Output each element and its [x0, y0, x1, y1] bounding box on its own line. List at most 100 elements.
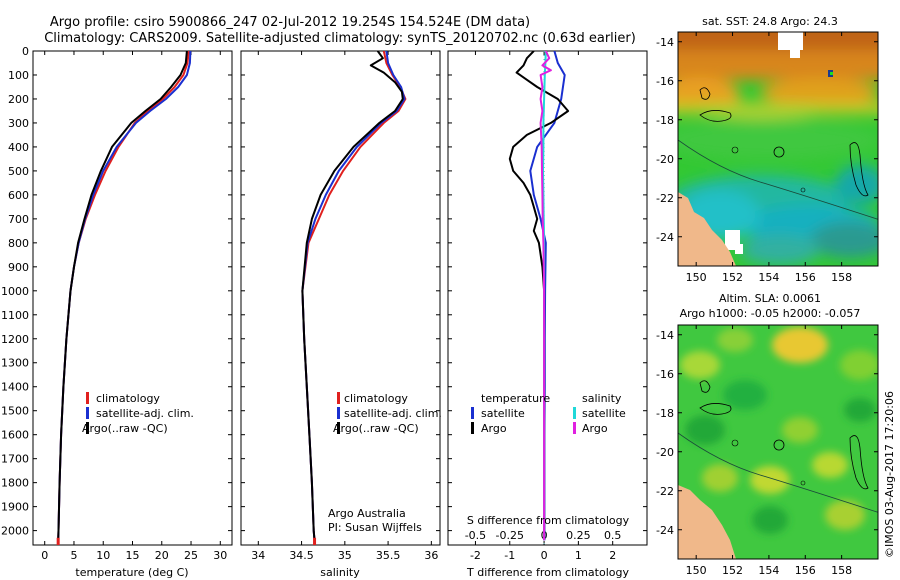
- map-y-tick-label: -16: [656, 368, 674, 381]
- legend-swatch-s-satellite: [573, 407, 576, 419]
- t-difference-xlabel: T difference from climatology: [466, 566, 629, 579]
- depth-tick-label: 0: [22, 45, 29, 58]
- depth-tick-label: 500: [8, 165, 29, 178]
- depth-tick-label: 800: [8, 237, 29, 250]
- depth-tick-label: 2000: [1, 525, 29, 538]
- x-tick-label: 0: [541, 549, 548, 562]
- legend-swatch-argo: [337, 422, 340, 434]
- legend-swatch-s-argo: [573, 422, 576, 434]
- x-tick-label: 25: [184, 549, 198, 562]
- map-x-tick-label: 158: [831, 564, 852, 577]
- sst-map-title: sat. SST: 24.8 Argo: 24.3: [702, 15, 838, 28]
- temperature-xlabel: temperature (deg C): [75, 566, 188, 579]
- legend-swatch-satellite: [86, 407, 89, 419]
- x-tick-label: 35.5: [376, 549, 401, 562]
- series-line-salinity-argo: [539, 51, 552, 541]
- legend-label-t-argo: Argo: [481, 422, 507, 435]
- temperature-legend: climatology satellite-adj. clim. Argo(..…: [82, 392, 194, 435]
- legend-label-s-argo: Argo: [582, 422, 608, 435]
- sla-map-frame: [677, 324, 879, 560]
- depth-tick-label: 200: [8, 93, 29, 106]
- series-line-argo-raw-qc-: [57, 51, 188, 541]
- sst-map-frame: [677, 31, 879, 267]
- salinity-profiles: [301, 51, 407, 545]
- series-line-satellite-adj-clim-: [57, 51, 192, 541]
- series-line-climatology: [301, 51, 407, 541]
- map-y-tick-label: -22: [656, 485, 674, 498]
- depth-tick-label: 1700: [1, 453, 29, 466]
- x-tick-label: -2: [470, 549, 481, 562]
- salinity-panel-frame: [240, 50, 441, 546]
- map-y-tick-label: -24: [656, 524, 674, 537]
- sst-map-axes: 150 152 154 156 158 -14 -16 -18 -20 -22 -24: [656, 32, 878, 284]
- legend-swatch-satellite: [337, 407, 340, 419]
- legend-label-satellite: satellite-adj. clim.: [96, 407, 194, 420]
- salinity-x-axis: 34 34.5 35 35.5 36: [251, 51, 438, 562]
- difference-panel-frame: [447, 50, 648, 546]
- depth-tick-label: 1000: [1, 285, 29, 298]
- difference-profiles: [508, 51, 570, 545]
- legend-swatch-argo: [86, 422, 89, 434]
- x-tick-label: 20: [155, 549, 169, 562]
- temperature-x-axis: 0 5 10 15 20 25 30: [41, 51, 227, 562]
- depth-tick-label: 1800: [1, 477, 29, 490]
- depth-tick-label: 100: [8, 69, 29, 82]
- depth-tick-label: 1300: [1, 357, 29, 370]
- header-title-line2: Climatology: CARS2009. Satellite-adjuste…: [44, 31, 636, 46]
- map-y-tick-label: -16: [656, 75, 674, 88]
- map-y-tick-label: -18: [656, 114, 674, 127]
- depth-tick-label: 1400: [1, 381, 29, 394]
- depth-tick-label: 1200: [1, 333, 29, 346]
- map-y-tick-label: -24: [656, 231, 674, 244]
- map-y-tick-label: -22: [656, 192, 674, 205]
- depth-tick-label: 300: [8, 117, 29, 130]
- salinity-xlabel: salinity: [320, 566, 360, 579]
- header-title-line1: Argo profile: csiro 5900866_247 02-Jul-2…: [50, 15, 530, 30]
- series-line-temperature-argo: [508, 51, 570, 541]
- map-x-tick-label: 154: [758, 564, 779, 577]
- depth-axis: 0 100 200 300 400 500 600 700 800 900 1000 1100 1200…: [1, 45, 647, 538]
- legend-swatch-climatology: [337, 392, 340, 404]
- temperature-profiles: [56, 51, 192, 545]
- map-y-tick-label: -20: [656, 153, 674, 166]
- bottom-marker: [56, 537, 60, 545]
- legend-label-s-satellite: satellite: [582, 407, 626, 420]
- map-x-tick-label: 156: [795, 564, 816, 577]
- credit-argo-australia: Argo Australia: [328, 507, 406, 520]
- legend-swatch-t-satellite: [471, 407, 474, 419]
- x-tick-label: 34.5: [289, 549, 314, 562]
- legend-label-climatology: climatology: [96, 392, 160, 405]
- bottom-marker: [313, 537, 317, 545]
- x-tick-label: -1: [504, 549, 515, 562]
- sla-map-title-line1: Altim. SLA: 0.0061: [719, 292, 821, 305]
- s-tick-label: 0.5: [604, 529, 622, 542]
- x-tick-label: 15: [126, 549, 140, 562]
- map-y-tick-label: -14: [656, 329, 674, 342]
- depth-tick-label: 900: [8, 261, 29, 274]
- x-tick-label: 0: [41, 549, 48, 562]
- depth-tick-label: 1100: [1, 309, 29, 322]
- series-line-satellite-adj-clim-: [301, 51, 406, 541]
- salinity-legend: climatology satellite-adj. clim. Argo(..…: [328, 392, 442, 534]
- legend-title-salinity: salinity: [582, 392, 622, 405]
- depth-tick-label: 700: [8, 213, 29, 226]
- s-tick-label: 0.25: [566, 529, 591, 542]
- sst-map: [678, 32, 878, 266]
- map-y-tick-label: -20: [656, 446, 674, 459]
- depth-tick-label: 600: [8, 189, 29, 202]
- sla-map-axes: 150 152 154 156 158 -14 -16 -18 -20 -22 -24: [656, 325, 878, 577]
- imos-credit: ©IMOS 03-Aug-2017 17:20:06: [883, 391, 896, 558]
- credit-pi: PI: Susan Wijffels: [328, 521, 422, 534]
- depth-tick-label: 1500: [1, 405, 29, 418]
- sla-map-title-line2: Argo h1000: -0.05 h2000: -0.057: [680, 307, 861, 320]
- depth-tick-label: 400: [8, 141, 29, 154]
- difference-legend: temperature satellite Argo salinity sate…: [471, 392, 626, 435]
- legend-swatch-t-argo: [471, 422, 474, 434]
- x-tick-label: 5: [70, 549, 77, 562]
- map-y-tick-label: -18: [656, 407, 674, 420]
- x-tick-label: 34: [251, 549, 265, 562]
- legend-swatch-climatology: [86, 392, 89, 404]
- legend-title-temperature: temperature: [481, 392, 550, 405]
- map-y-tick-label: -14: [656, 36, 674, 49]
